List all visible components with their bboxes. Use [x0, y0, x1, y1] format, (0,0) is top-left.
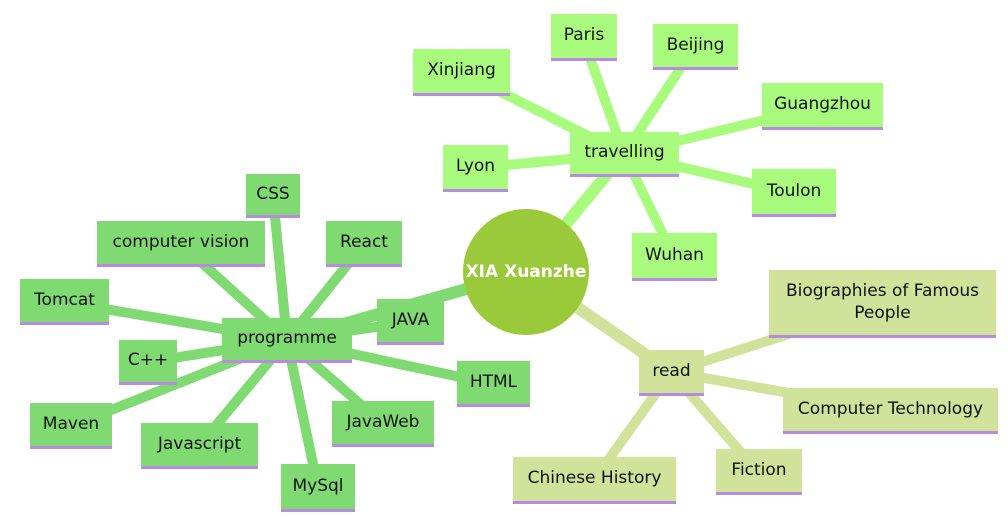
node-xinjiang[interactable]: Xinjiang — [413, 49, 510, 96]
node-beijing[interactable]: Beijing — [653, 24, 738, 70]
branch-travelling[interactable]: travelling — [570, 132, 679, 177]
node-guangzhou[interactable]: Guangzhou — [762, 83, 883, 130]
node-cpp[interactable]: C++ — [119, 340, 177, 385]
node-html[interactable]: HTML — [457, 361, 530, 407]
branch-programme[interactable]: programme — [222, 318, 352, 363]
node-javascript[interactable]: Javascript — [141, 423, 258, 469]
node-toulon[interactable]: Toulon — [752, 169, 836, 217]
node-react[interactable]: React — [326, 221, 402, 267]
node-mysql[interactable]: MySql — [281, 464, 355, 512]
node-css[interactable]: CSS — [246, 174, 300, 218]
node-fiction[interactable]: Fiction — [716, 449, 802, 495]
branch-read[interactable]: read — [639, 350, 704, 396]
node-lyon[interactable]: Lyon — [443, 145, 508, 192]
node-maven[interactable]: Maven — [30, 403, 112, 449]
node-chinese-history[interactable]: Chinese History — [513, 457, 676, 504]
root-node[interactable]: XIA Xuanzhe — [463, 209, 589, 335]
node-paris[interactable]: Paris — [551, 14, 617, 61]
node-tomcat[interactable]: Tomcat — [20, 279, 109, 325]
node-biographies[interactable]: Biographies of Famous People — [769, 270, 996, 338]
node-javaweb[interactable]: JavaWeb — [332, 401, 434, 447]
node-computer-vision[interactable]: computer vision — [97, 221, 265, 267]
node-computer-technology[interactable]: Computer Technology — [783, 388, 998, 434]
node-java[interactable]: JAVA — [377, 299, 444, 345]
node-wuhan[interactable]: Wuhan — [632, 233, 717, 281]
